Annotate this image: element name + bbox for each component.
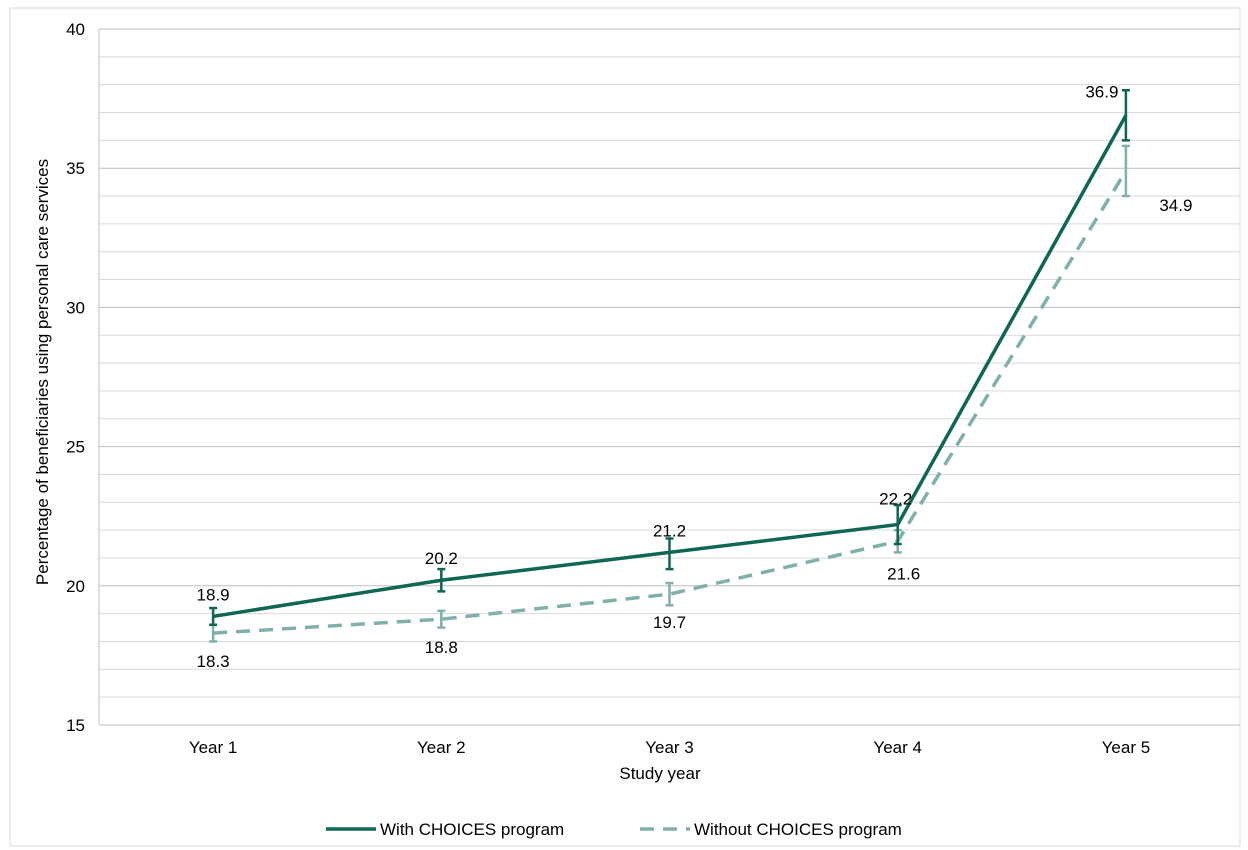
data-label-with-choices: 21.2 [653, 521, 686, 540]
data-labels: 18.9 20.2 21.2 22.2 36.9 18.3 18.8 19.7 21.6 34.9 [197, 82, 1193, 671]
legend-label-without-choices: Without CHOICES program [694, 820, 902, 839]
data-label-without-choices: 18.8 [425, 638, 458, 657]
y-tick-label: 30 [66, 298, 85, 317]
data-label-without-choices: 34.9 [1159, 196, 1192, 215]
data-label-with-choices: 22.2 [879, 490, 912, 509]
y-tick-label: 35 [66, 159, 85, 178]
x-tick-label: Year 2 [417, 738, 466, 757]
y-tick-label: 15 [66, 716, 85, 735]
x-tick-label: Year 5 [1102, 738, 1151, 757]
data-label-with-choices: 20.2 [425, 549, 458, 568]
x-tick-label: Year 3 [645, 738, 694, 757]
y-axis-title: Percentage of beneficiaries using person… [33, 159, 52, 585]
series-with-choices [209, 88, 1130, 627]
x-tick-label: Year 4 [873, 738, 922, 757]
axes [98, 29, 1240, 726]
y-tick-label: 40 [66, 20, 85, 39]
y-tick-label: 20 [66, 577, 85, 596]
data-label-with-choices: 36.9 [1085, 82, 1118, 101]
series [209, 88, 1130, 643]
legend-label-with-choices: With CHOICES program [380, 820, 564, 839]
y-tick-label: 25 [66, 438, 85, 457]
x-axis-title: Study year [619, 764, 701, 783]
legend: With CHOICES program Without CHOICES pro… [326, 820, 902, 839]
data-label-without-choices: 21.6 [887, 564, 920, 583]
chart-border [9, 7, 1241, 847]
data-label-without-choices: 19.7 [653, 613, 686, 632]
data-label-without-choices: 18.3 [197, 652, 230, 671]
x-tick-labels: Year 1 Year 2 Year 3 Year 4 Year 5 [189, 738, 1150, 757]
gridlines [99, 28, 1240, 726]
data-label-with-choices: 18.9 [197, 585, 230, 604]
series-line [212, 170, 1128, 635]
y-tick-labels: 15 20 25 30 35 40 [66, 20, 85, 735]
x-tick-label: Year 1 [189, 738, 238, 757]
